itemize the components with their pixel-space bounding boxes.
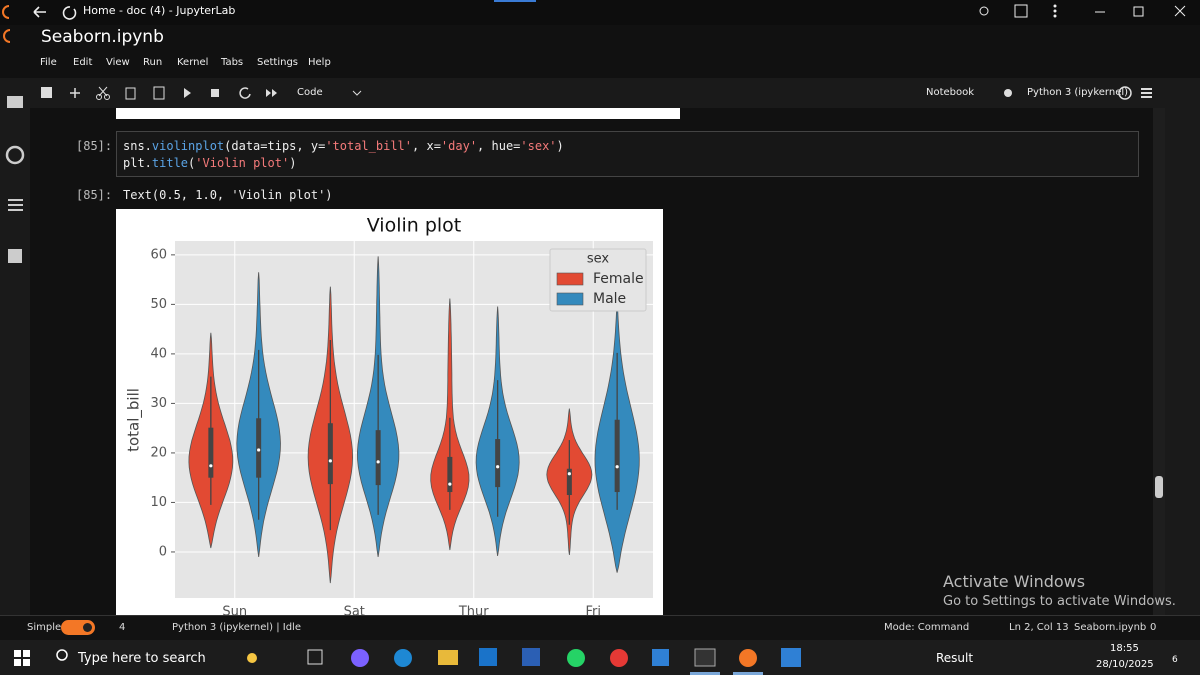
- x-tick-label: Fri: [586, 605, 602, 616]
- chart: Violin plot total_bill 0 10 20 30 40 50 60 Sun S…: [116, 209, 663, 615]
- code-token: violinplot: [151, 139, 225, 153]
- cursor-position[interactable]: Ln 2, Col 13: [1009, 622, 1069, 633]
- menu-item[interactable]: Help: [308, 57, 331, 68]
- title-bar: [0, 0, 1200, 25]
- median-dot: [376, 460, 380, 464]
- median-dot: [448, 482, 452, 486]
- code-token: 'day': [440, 139, 478, 153]
- taskbar-icons[interactable]: [0, 640, 900, 675]
- left-sidebar: [0, 78, 30, 615]
- code-token: 'total_bill': [325, 139, 413, 153]
- cell-type[interactable]: Code: [297, 87, 323, 98]
- legend: sex Female Male: [549, 248, 647, 312]
- status-bar: [0, 615, 1200, 641]
- mode-switch-label: Simple: [27, 622, 62, 633]
- scroll-thumb[interactable]: [1155, 476, 1163, 498]
- code-token: title: [151, 156, 189, 170]
- previous-output: [116, 108, 680, 119]
- y-tick-label: 60: [150, 247, 167, 262]
- toolbar-icons[interactable]: [0, 78, 370, 278]
- code-line: sns.violinplot(data=tips, y='total_bill'…: [123, 139, 564, 153]
- code-line: plt.title('Violin plot'): [123, 156, 296, 170]
- watermark-text: Go to Settings to activate Windows.: [943, 594, 1176, 609]
- output-prompt: [85]:: [76, 188, 113, 202]
- search-box[interactable]: Type here to search: [78, 651, 206, 666]
- mode: Mode: Command: [884, 622, 970, 633]
- median-dot: [496, 465, 500, 469]
- x-tick-label: Sun: [222, 605, 247, 616]
- x-tick-label: Thur: [458, 605, 489, 616]
- menu-item[interactable]: View: [106, 57, 130, 68]
- median-dot: [567, 472, 571, 476]
- clock-time[interactable]: 18:55: [1110, 643, 1139, 654]
- kernel-status[interactable]: Python 3 (ipykernel) | Idle: [172, 622, 301, 633]
- toolbar-right-icons[interactable]: [1000, 84, 1160, 104]
- legend-title: sex: [587, 252, 610, 267]
- menu-item[interactable]: Kernel: [177, 57, 209, 68]
- code-token: (data=tips, y=: [224, 139, 326, 153]
- menu-item[interactable]: Tabs: [221, 57, 244, 68]
- scrollbar[interactable]: [1153, 108, 1165, 615]
- iqr-box: [208, 427, 214, 478]
- title-icons: [2, 5, 77, 43]
- iqr-box: [256, 418, 262, 478]
- legend-label: Female: [593, 271, 644, 287]
- code-token: , x=: [412, 139, 441, 153]
- y-tick-label: 40: [150, 346, 167, 361]
- notebook-button[interactable]: Notebook: [926, 87, 975, 98]
- notebook-name[interactable]: Seaborn.ipynb: [41, 27, 164, 47]
- output-text: Text(0.5, 1.0, 'Violin plot'): [123, 188, 333, 202]
- y-axis-label: total_bill: [125, 388, 144, 452]
- code-token: sns.: [123, 139, 152, 153]
- median-dot: [209, 464, 213, 468]
- iqr-box: [614, 419, 620, 493]
- median-dot: [615, 465, 619, 469]
- iqr-box: [447, 456, 453, 493]
- code-token: 'sex': [520, 139, 557, 153]
- code-token: ): [289, 156, 297, 170]
- y-tick-label: 50: [150, 297, 167, 312]
- terminal-count: 4: [119, 622, 126, 633]
- median-dot: [328, 459, 332, 463]
- taskbar: [0, 640, 1200, 675]
- file-name: Seaborn.ipynb: [1074, 622, 1147, 633]
- chart-title: Violin plot: [367, 215, 462, 237]
- legend-label: Male: [593, 291, 626, 307]
- y-tick-label: 20: [150, 445, 167, 460]
- code-token: ): [556, 139, 564, 153]
- menu-item[interactable]: Edit: [73, 57, 93, 68]
- iqr-box: [375, 430, 381, 486]
- kernel-name[interactable]: Python 3 (ipykernel): [1027, 87, 1129, 98]
- code-token: (: [188, 156, 196, 170]
- window-title: Home - doc (4) - JupyterLab: [83, 4, 236, 17]
- code-token: , hue=: [477, 139, 521, 153]
- weather-widget[interactable]: Result: [936, 651, 974, 665]
- legend-swatch: [556, 272, 584, 286]
- watermark-title: Activate Windows: [943, 572, 1086, 591]
- y-tick-label: 0: [159, 544, 167, 559]
- menu-item[interactable]: Run: [143, 57, 163, 68]
- window-controls[interactable]: [975, 2, 1200, 22]
- code-token: 'Violin plot': [195, 156, 290, 170]
- cell-prompt: [85]:: [76, 139, 113, 153]
- code-cell[interactable]: [116, 131, 1139, 177]
- notification-count[interactable]: 0: [1150, 622, 1157, 633]
- iqr-box: [566, 468, 572, 496]
- code-token: plt.: [123, 156, 152, 170]
- y-tick-label: 10: [150, 495, 167, 510]
- y-tick-label: 30: [150, 396, 167, 411]
- clock-date[interactable]: 28/10/2025: [1096, 659, 1154, 670]
- iqr-box: [327, 423, 333, 485]
- drag-bar: [494, 0, 536, 2]
- x-tick-label: Sat: [344, 605, 365, 616]
- notification-badge[interactable]: 6: [1172, 655, 1178, 665]
- menu-item[interactable]: Settings: [257, 57, 299, 68]
- right-sidebar: [1160, 78, 1200, 615]
- mode-switch[interactable]: [61, 620, 95, 635]
- median-dot: [257, 448, 261, 452]
- legend-swatch: [556, 292, 584, 306]
- menu-item[interactable]: File: [40, 57, 57, 68]
- iqr-box: [495, 439, 501, 488]
